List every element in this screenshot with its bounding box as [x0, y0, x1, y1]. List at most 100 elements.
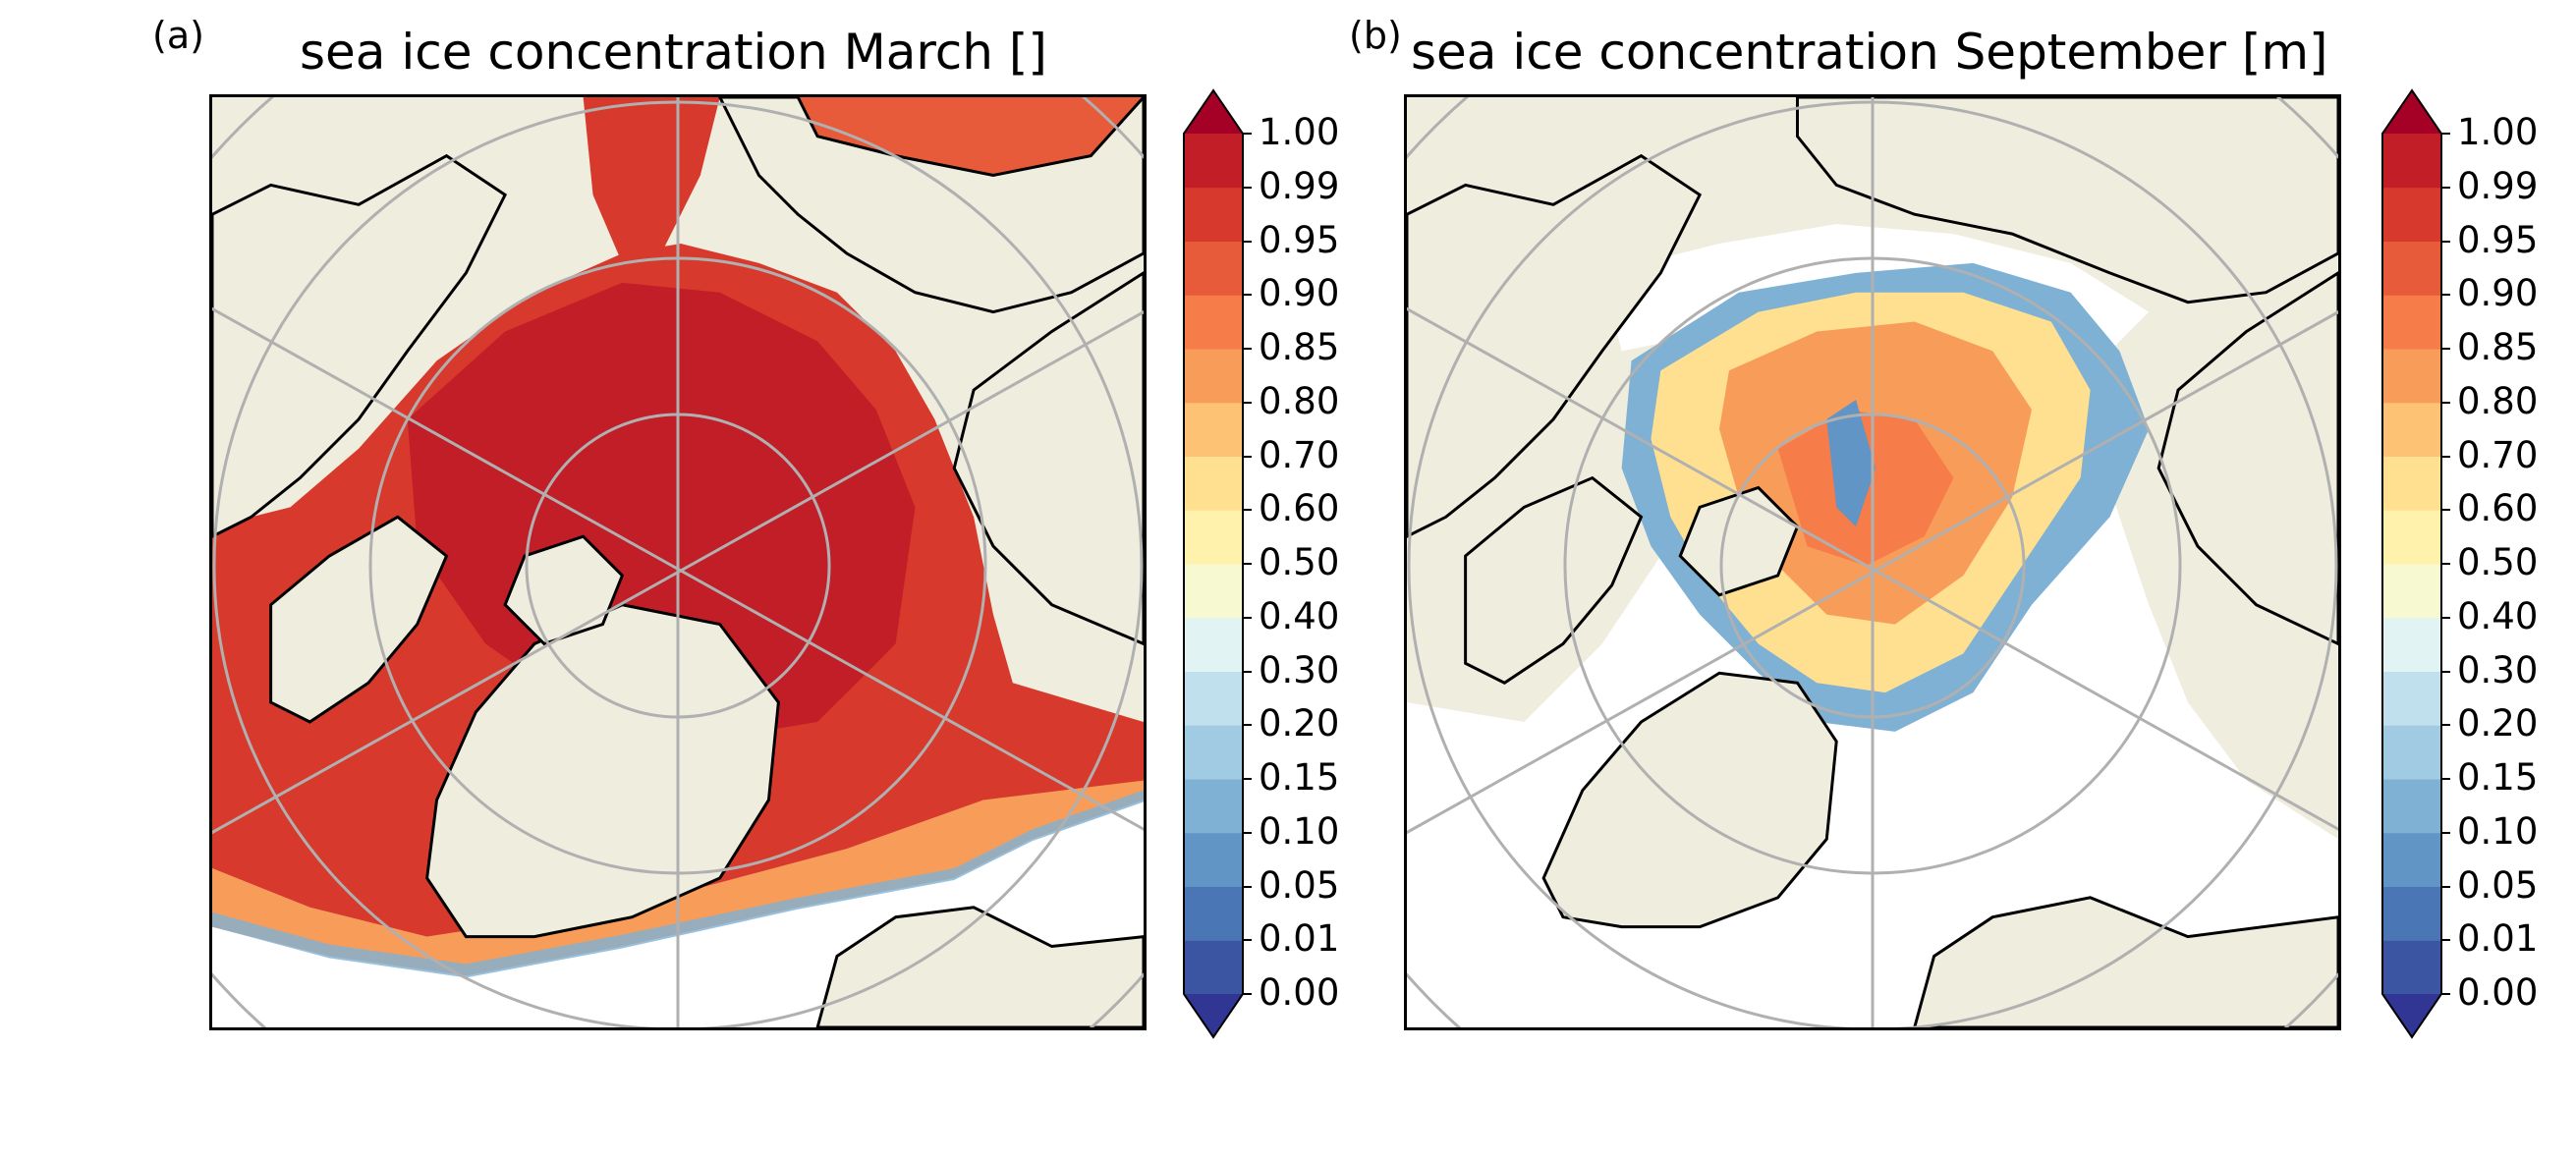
colorbar-under-extension: [2382, 994, 2441, 1037]
colorbar-segment: [1184, 832, 1243, 887]
colorbar-segment: [2382, 187, 2441, 242]
colorbar-segment: [1184, 134, 1243, 189]
ice-blue-patch: [1826, 400, 1876, 527]
colorbar-tick-mark: [2441, 240, 2450, 243]
colorbar-tick-mark: [2441, 885, 2450, 888]
colorbar-segment: [1184, 510, 1243, 565]
colorbar-tick-label: 0.30: [1259, 648, 1340, 691]
colorbar-segment: [1184, 456, 1243, 511]
colorbar-tick-label: 1.00: [1259, 111, 1340, 153]
colorbar-segment: [1184, 564, 1243, 619]
colorbar-tick-mark: [1243, 240, 1252, 243]
colorbar-tick-label: 0.60: [1259, 487, 1340, 530]
colorbar-tick-mark: [1243, 563, 1252, 565]
land-asia-north: [718, 97, 1144, 314]
land-greenland: [425, 603, 780, 939]
colorbar-tick-label: 1.00: [2457, 111, 2539, 153]
colorbar-segment: [1184, 671, 1243, 726]
colorbar-tick-mark: [2441, 724, 2450, 727]
land-siberia-east: [2156, 271, 2338, 646]
ice-top-right: [798, 97, 1144, 176]
colorbar-tick-mark: [1243, 401, 1252, 404]
colorbar-segment: [2382, 832, 2441, 887]
colorbar-segment: [2382, 886, 2441, 941]
land-ellesmere: [1678, 485, 1800, 597]
land-north-america: [1407, 153, 1703, 538]
panel-b-map: [1404, 94, 2341, 1030]
colorbar-tick-mark: [2441, 778, 2450, 780]
colorbar-tick-label: 0.90: [2457, 272, 2539, 315]
colorbar-segment: [2382, 402, 2441, 457]
colorbar-tick-mark: [2441, 831, 2450, 834]
colorbar-tick-mark: [1243, 724, 1252, 727]
colorbar-segment: [1184, 779, 1243, 834]
land-greenland: [1541, 671, 1838, 929]
colorbar-tick-label: 0.50: [2457, 541, 2539, 583]
colorbar-tick-label: 0.10: [2457, 809, 2539, 853]
colorbar-tick-label: 0.95: [1259, 218, 1340, 261]
colorbar-segment: [1184, 187, 1243, 242]
panel-b-colorbar-svg: [2381, 88, 2442, 1039]
colorbar-tick-label: 0.00: [1259, 971, 1340, 1014]
colorbar-segment: [2382, 241, 2441, 296]
colorbar-segment: [1184, 241, 1243, 296]
colorbar-tick-mark: [1243, 186, 1252, 189]
colorbar-segment: [1184, 725, 1243, 780]
colorbar-tick-label: 0.00: [2457, 971, 2539, 1014]
colorbar-tick-label: 0.10: [1259, 809, 1340, 853]
colorbar-tick-mark: [2441, 186, 2450, 189]
colorbar-tick-label: 0.99: [2457, 164, 2539, 207]
panel-a-colorbar: [1183, 88, 1244, 1039]
colorbar-tick-label: 0.85: [2457, 326, 2539, 368]
colorbar-tick-mark: [1243, 670, 1252, 673]
colorbar-tick-label: 0.90: [1259, 272, 1340, 315]
colorbar-tick-mark: [1243, 939, 1252, 942]
colorbar-tick-mark: [1243, 509, 1252, 512]
colorbar-segment: [2382, 456, 2441, 511]
colorbar-tick-mark: [1243, 294, 1252, 297]
panel-a-map: [209, 94, 1147, 1030]
colorbar-tick-label: 0.20: [1259, 702, 1340, 746]
panel-a-colorbar-svg: [1183, 88, 1244, 1039]
colorbar-tick-mark: [2441, 401, 2450, 404]
colorbar-tick-mark: [1243, 778, 1252, 780]
colorbar-tick-mark: [1243, 348, 1252, 350]
colorbar-tick-label: 0.15: [1259, 756, 1340, 799]
colorbar-segment: [2382, 940, 2441, 995]
colorbar-tick-label: 0.50: [1259, 541, 1340, 583]
colorbar-tick-label: 0.85: [1259, 326, 1340, 368]
colorbar-over-extension: [1184, 90, 1243, 134]
panel-b-label: (b): [1349, 14, 1402, 57]
colorbar-tick-label: 0.40: [2457, 594, 2539, 637]
colorbar-tick-mark: [1243, 616, 1252, 619]
panel-a-map-svg: [212, 97, 1144, 1027]
colorbar-tick-mark: [2441, 348, 2450, 350]
colorbar-segment: [2382, 134, 2441, 189]
colorbar-tick-mark: [2441, 939, 2450, 942]
colorbar-tick-mark: [2441, 133, 2450, 135]
colorbar-tick-mark: [2441, 616, 2450, 619]
colorbar-segment: [1184, 402, 1243, 457]
colorbar-segment: [2382, 564, 2441, 619]
colorbar-tick-label: 0.05: [1259, 863, 1340, 907]
colorbar-segment: [1184, 940, 1243, 995]
colorbar-segment: [2382, 725, 2441, 780]
land-scandinavia: [815, 906, 1144, 1027]
panel-a-title: sea ice concentration March []: [300, 24, 1047, 81]
colorbar-segment: [2382, 349, 2441, 404]
graticule: [1407, 97, 2338, 1027]
colorbar-over-extension: [2382, 90, 2441, 134]
panel-b-colorbar: [2381, 88, 2442, 1039]
colorbar-tick-label: 0.60: [2457, 487, 2539, 530]
colorbar-tick-label: 0.80: [1259, 379, 1340, 422]
colorbar-tick-label: 0.70: [2457, 433, 2539, 476]
colorbar-tick-label: 0.01: [2457, 917, 2539, 961]
colorbar-tick-label: 0.30: [2457, 648, 2539, 691]
colorbar-under-extension: [1184, 994, 1243, 1037]
colorbar-tick-mark: [1243, 831, 1252, 834]
graticule: [212, 97, 1144, 1027]
colorbar-segment: [1184, 295, 1243, 350]
colorbar-tick-label: 0.15: [2457, 756, 2539, 799]
panel-b-map-svg: [1407, 97, 2338, 1027]
colorbar-segment: [2382, 295, 2441, 350]
